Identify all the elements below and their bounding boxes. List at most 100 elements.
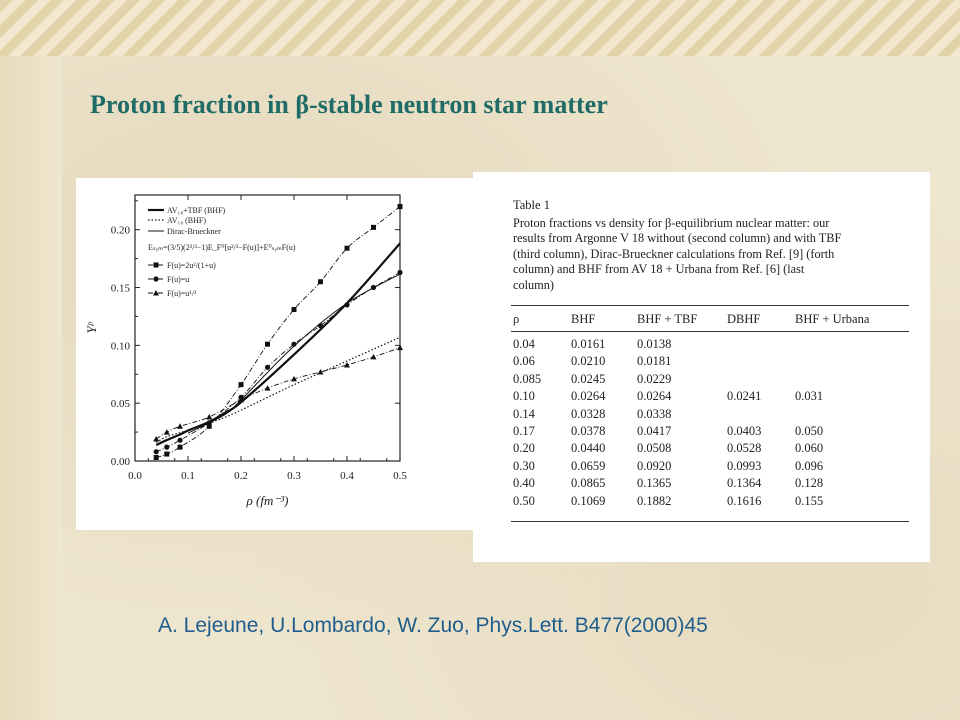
table-cell: 0.0161 xyxy=(571,337,606,351)
table-caption-line: (third column), Dirac-Brueckner calculat… xyxy=(513,246,835,261)
y-tick-label: 0.20 xyxy=(111,225,131,237)
table-cell: 0.0378 xyxy=(571,424,606,438)
data-point-square xyxy=(397,204,403,210)
data-point-circle xyxy=(206,420,212,426)
y-tick-label: 0.05 xyxy=(111,398,131,410)
legend-label: F(u)=u¹/² xyxy=(167,289,197,298)
data-point-circle xyxy=(370,284,377,291)
data-point-triangle xyxy=(163,429,170,435)
data-point-square xyxy=(164,451,170,457)
data-point-circle xyxy=(153,449,159,455)
table-cell: 0.155 xyxy=(795,493,824,508)
table-row: 0.06 0.0210 0.0181 xyxy=(473,354,930,371)
table-header-cell: BHF xyxy=(571,312,596,326)
table-cell: 0.060 xyxy=(795,441,824,456)
data-point-square xyxy=(238,382,244,388)
data-point-square xyxy=(153,262,159,268)
table-cell: 0.20 xyxy=(513,441,535,456)
data-point-square xyxy=(177,444,183,450)
table-row: 0.085 0.0245 0.0229 xyxy=(473,372,930,389)
table-cell: 0.1365 xyxy=(637,476,672,491)
table-row: 0.17 0.0378 0.0417 0.0403 0.050 xyxy=(473,424,930,441)
table-cell: 0.096 xyxy=(795,458,824,473)
x-tick-label: 0.3 xyxy=(287,470,301,482)
x-tick-label: 0.1 xyxy=(181,470,195,482)
data-point-square xyxy=(153,455,159,461)
table-row: 0.30 0.0659 0.0920 0.0993 0.096 xyxy=(473,459,930,476)
legend-label: AV₁₈ (BHF) xyxy=(167,216,206,225)
table-cell: 0.30 xyxy=(513,458,535,473)
data-point-circle xyxy=(397,269,403,276)
data-point-triangle xyxy=(238,396,244,403)
table-cell: 0.17 xyxy=(513,424,535,438)
data-point-triangle xyxy=(177,423,184,429)
data-point-triangle xyxy=(370,353,377,360)
table-cell: 0.1616 xyxy=(727,493,762,508)
table-cell: 0.0508 xyxy=(637,441,672,456)
table-cell: 0.0264 xyxy=(571,389,606,404)
x-tick-label: 0.4 xyxy=(340,470,354,482)
data-point-circle xyxy=(153,276,159,282)
table-header-cell: BHF + TBF xyxy=(637,312,698,326)
table-cell: 0.1882 xyxy=(637,493,672,508)
table-top-rule xyxy=(511,305,909,306)
table-cell: 0.0229 xyxy=(637,371,672,386)
slide-title: Proton fraction in β-stable neutron star… xyxy=(90,90,608,119)
y-tick-label: 0.15 xyxy=(111,283,131,295)
data-point-square xyxy=(371,224,376,230)
data-point-square xyxy=(344,245,350,251)
series-line xyxy=(155,336,401,443)
data-point-square xyxy=(265,341,270,347)
table-header-cell: DBHF xyxy=(727,312,761,326)
table-cell: 0.085 xyxy=(513,371,542,386)
series-line xyxy=(187,273,401,434)
data-point-triangle xyxy=(317,368,324,375)
data-point-triangle xyxy=(397,344,403,351)
data-point-triangle xyxy=(153,290,159,296)
plot-frame xyxy=(134,194,401,462)
table-cell: 0.50 xyxy=(513,493,535,508)
table-caption: Proton fractions vs density for β-equili… xyxy=(513,216,917,293)
table-cell: 0.06 xyxy=(513,354,535,369)
table-cell: 0.050 xyxy=(795,424,824,438)
table-row: 0.14 0.0328 0.0338 xyxy=(473,407,930,424)
citation: A. Lejeune, U.Lombardo, W. Zuo, Phys.Let… xyxy=(158,614,708,637)
table-cell: 0.031 xyxy=(795,389,824,404)
table-cell: 0.0338 xyxy=(637,406,672,421)
data-point-triangle xyxy=(291,375,297,382)
table-cell: 0.0245 xyxy=(571,371,606,386)
table-heading: Table 1 xyxy=(513,198,550,212)
data-point-square xyxy=(318,279,323,285)
table-bottom-rule xyxy=(511,521,909,522)
data-point-square xyxy=(291,306,297,312)
data-point-circle xyxy=(291,341,297,347)
legend-label: Dirac-Brueckner xyxy=(167,227,221,236)
table-cell: 0.0328 xyxy=(571,406,606,421)
table-header-rule xyxy=(511,331,909,332)
table-cell: 0.40 xyxy=(513,476,535,491)
data-point-circle xyxy=(177,437,183,443)
proton-fraction-plot: 0.0 0.1 0.2 0.3 0.4 0.5 0.00 0.05 0.10 0.15 0.20 ρ … xyxy=(76,178,480,530)
x-tick-label: 0.2 xyxy=(234,470,248,482)
table-caption-line: column) and BHF from AV 18 + Urbana from… xyxy=(513,262,805,277)
data-point-circle xyxy=(317,323,324,329)
proton-fraction-table: Table 1 Proton fractions vs density for … xyxy=(473,172,930,562)
data-point-circle xyxy=(264,364,271,370)
table-caption-line: column) xyxy=(513,277,554,292)
data-point-triangle xyxy=(264,385,271,391)
table-caption-line: results from Argonne V 18 without (secon… xyxy=(513,231,842,246)
plot-svg: 0.0 0.1 0.2 0.3 0.4 0.5 0.00 0.05 0.10 0.15 0.20 ρ … xyxy=(84,194,407,508)
legend-label: Eₛᵧₘ=(3/5)(2²/³−1)E_F⁰[u²/³−F(u)]+E⁰ₛᵧₘF… xyxy=(148,243,296,252)
table-cell: 0.0920 xyxy=(637,458,672,473)
x-tick-label: 0.5 xyxy=(393,470,407,482)
table-row: 0.04 0.0161 0.0138 xyxy=(473,337,930,354)
data-point-square xyxy=(206,423,212,429)
decorative-border-top xyxy=(0,0,960,56)
legend-label: AV₁₈+TBF (BHF) xyxy=(167,206,226,215)
table-cell: 0.0210 xyxy=(571,354,606,369)
y-axis-label: Yᵖ xyxy=(84,321,99,333)
x-axis-label: ρ (fm⁻³) xyxy=(246,493,289,508)
series-line xyxy=(155,242,401,447)
data-point-triangle xyxy=(206,414,213,420)
table-cell: 0.0440 xyxy=(571,441,606,456)
